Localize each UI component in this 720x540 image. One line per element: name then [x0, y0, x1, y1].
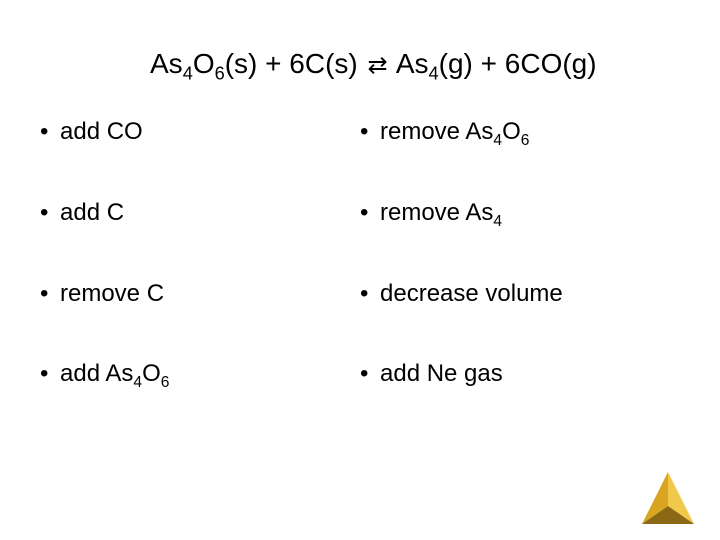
bullet-item: •add As4O6: [40, 360, 360, 389]
bullet-dot: •: [360, 282, 380, 306]
bullet-text: remove As4O6: [380, 118, 529, 147]
bullet-text: add C: [60, 199, 124, 228]
bullet-grid: •add CO•remove As4O6•add C•remove As4•re…: [40, 118, 680, 441]
decorative-triangle: [638, 472, 698, 524]
bullet-text: remove As4: [380, 199, 502, 228]
bullet-text: add Ne gas: [380, 360, 503, 389]
bullet-item: •decrease volume: [360, 280, 680, 309]
bullet-item: •remove C: [40, 280, 360, 309]
equilibrium-arrow: ⇄: [368, 51, 388, 80]
bullet-item: •add Ne gas: [360, 360, 680, 389]
bullet-row: •add As4O6•add Ne gas: [40, 360, 680, 389]
bullet-item: •remove As4: [360, 199, 680, 228]
bullet-row: •add C•remove As4: [40, 199, 680, 228]
bullet-item: •remove As4O6: [360, 118, 680, 147]
bullet-dot: •: [40, 201, 60, 225]
bullet-dot: •: [40, 282, 60, 306]
bullet-dot: •: [360, 201, 380, 225]
bullet-item: •add CO: [40, 118, 360, 147]
bullet-dot: •: [360, 120, 380, 144]
bullet-dot: •: [40, 120, 60, 144]
bullet-text: add As4O6: [60, 360, 169, 389]
bullet-row: •add CO•remove As4O6: [40, 118, 680, 147]
bullet-dot: •: [40, 362, 60, 386]
bullet-row: •remove C•decrease volume: [40, 280, 680, 309]
bullet-text: add CO: [60, 118, 143, 147]
bullet-text: decrease volume: [380, 280, 563, 309]
chemical-equation: As4O6(s) + 6C(s) ⇄ As4(g) + 6CO(g): [150, 48, 597, 80]
bullet-text: remove C: [60, 280, 164, 309]
bullet-dot: •: [360, 362, 380, 386]
bullet-item: •add C: [40, 199, 360, 228]
